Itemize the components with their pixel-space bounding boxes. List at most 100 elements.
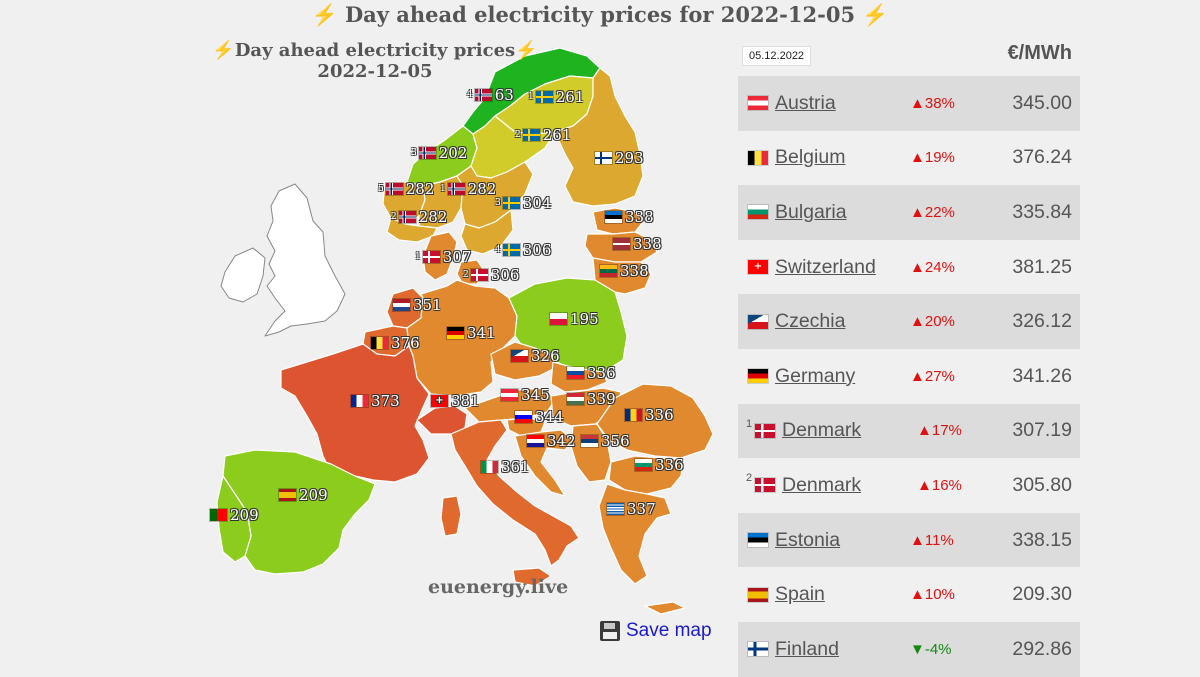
map-label-no4: 4 63 — [467, 86, 514, 104]
map-label-de: 341 — [447, 324, 496, 342]
country-link[interactable]: Bulgaria — [775, 200, 847, 223]
map-label-se2: 2 261 — [515, 126, 571, 144]
map-price-value: 282 — [405, 180, 435, 198]
flag-no-icon — [474, 89, 492, 101]
lightning-icon: ⚡ — [515, 40, 538, 61]
country-link[interactable]: Austria — [775, 91, 836, 114]
price-value: 292.86 — [1012, 637, 1072, 660]
flag-pl-icon — [550, 313, 567, 325]
flag-hr-icon — [527, 435, 544, 447]
flag-no-icon — [385, 183, 403, 195]
map-label-bg: 336 — [635, 456, 684, 474]
map-price-value: 209 — [230, 506, 259, 524]
flag-fi-icon — [748, 642, 768, 657]
map-label-dk2: 2 306 — [463, 266, 519, 284]
region-fr — [280, 343, 430, 483]
region-crete — [644, 601, 686, 615]
map-price-value: 336 — [587, 364, 616, 382]
table-row: Czechia ▲20% 326.12 — [738, 294, 1080, 349]
flag-be-icon — [371, 337, 388, 349]
country-link[interactable]: Germany — [775, 364, 856, 387]
map-label-pl: 195 — [550, 310, 599, 328]
map-label-ch: +381 — [431, 392, 480, 410]
map-price-value: 293 — [615, 149, 644, 167]
map-label-se4: 4 306 — [495, 241, 551, 259]
flag-cz-icon — [748, 314, 768, 329]
price-change: ▲38% — [910, 94, 955, 112]
country-link[interactable]: Finland — [775, 637, 839, 660]
map-price-value: 339 — [587, 390, 616, 408]
flag-bg-icon — [635, 459, 652, 471]
map-label-se3: 3 304 — [495, 194, 551, 212]
watermark: euenergy.live — [428, 576, 569, 598]
flag-ee-icon — [748, 533, 768, 548]
map-price-value: 356 — [601, 432, 630, 450]
save-map-button[interactable]: Save map — [600, 620, 712, 642]
map-label-no5: 5 282 — [378, 180, 434, 198]
flag-rs-icon — [581, 435, 598, 447]
table-row: 1 Denmark ▲17% 307.19 — [738, 403, 1080, 459]
map-label-es: 209 — [279, 486, 328, 504]
price-change: ▲22% — [910, 203, 955, 221]
region-ch — [416, 405, 468, 435]
country-link[interactable]: Denmark — [782, 419, 862, 442]
map-price-value: 376 — [391, 334, 420, 352]
country-link[interactable]: Estonia — [775, 528, 841, 551]
country-link[interactable]: Czechia — [775, 310, 846, 333]
region-se4 — [460, 209, 514, 255]
map-price-value: 195 — [570, 310, 599, 328]
map-label-pt: 209 — [210, 506, 259, 524]
map-label-fi: 293 — [595, 149, 644, 167]
flag-at-icon — [748, 96, 768, 111]
map-price-value: 381 — [451, 392, 480, 410]
map-label-no1: 1 282 — [440, 180, 496, 198]
country-link[interactable]: Denmark — [782, 473, 862, 496]
table-row: 2 Denmark ▲16% 305.80 — [738, 458, 1080, 513]
map-title: ⚡Day ahead electricity prices⚡ 2022-12-0… — [195, 40, 555, 82]
flag-se-icon — [502, 244, 520, 256]
zone-number: 2 — [463, 270, 469, 280]
map-label-sk: 336 — [567, 364, 616, 382]
table-row: Bulgaria ▲22% 335.84 — [738, 185, 1080, 240]
country-link[interactable]: Switzerland — [775, 255, 876, 278]
zone-number: 2 — [746, 472, 753, 485]
map-label-it: 361 — [481, 458, 530, 476]
map-price-value: 361 — [501, 458, 530, 476]
map-price-value: 345 — [521, 386, 550, 404]
country-link[interactable]: Spain — [775, 583, 825, 606]
region-it — [450, 419, 580, 567]
price-change: ▼-4% — [910, 640, 952, 658]
map-label-cz: 326 — [511, 347, 560, 365]
price-table: 05.12.2022 €/MWh Austria ▲38% 345.00 Belgiu… — [738, 36, 1080, 677]
map-price-value: 351 — [413, 296, 442, 314]
region-sardinia — [440, 495, 462, 537]
unit-label: €/MWh — [1007, 42, 1072, 64]
price-change: ▲11% — [910, 531, 954, 549]
date-badge: 05.12.2022 — [742, 46, 812, 66]
flag-dk-icon — [755, 478, 775, 493]
map-price-value: 338 — [620, 262, 649, 280]
table-row: Finland ▼-4% 292.86 — [738, 621, 1080, 677]
price-change: ▲27% — [910, 367, 955, 385]
country-link[interactable]: Belgium — [775, 146, 846, 169]
save-map-label: Save map — [626, 620, 712, 641]
zone-number: 3 — [495, 198, 501, 208]
map-price-value: 63 — [494, 86, 514, 104]
zone-number: 2 — [515, 130, 521, 140]
map-price-value: 338 — [625, 208, 654, 226]
price-value: 209.30 — [1012, 583, 1072, 606]
region-ireland — [220, 247, 266, 303]
map-label-nl: 351 — [393, 296, 442, 314]
price-change: ▲16% — [917, 476, 962, 494]
region-uk — [264, 183, 346, 337]
map-title-line2: 2022-12-05 — [317, 61, 433, 82]
zone-number: 1 — [440, 184, 446, 194]
flag-ro-icon — [625, 409, 642, 421]
map-label-ee: 338 — [605, 208, 654, 226]
flag-es-icon — [279, 489, 296, 501]
price-value: 376.24 — [1012, 146, 1072, 169]
flag-de-icon — [447, 327, 464, 339]
flag-it-icon — [481, 461, 498, 473]
flag-no-icon — [447, 183, 465, 195]
zone-number: 1 — [746, 417, 753, 430]
